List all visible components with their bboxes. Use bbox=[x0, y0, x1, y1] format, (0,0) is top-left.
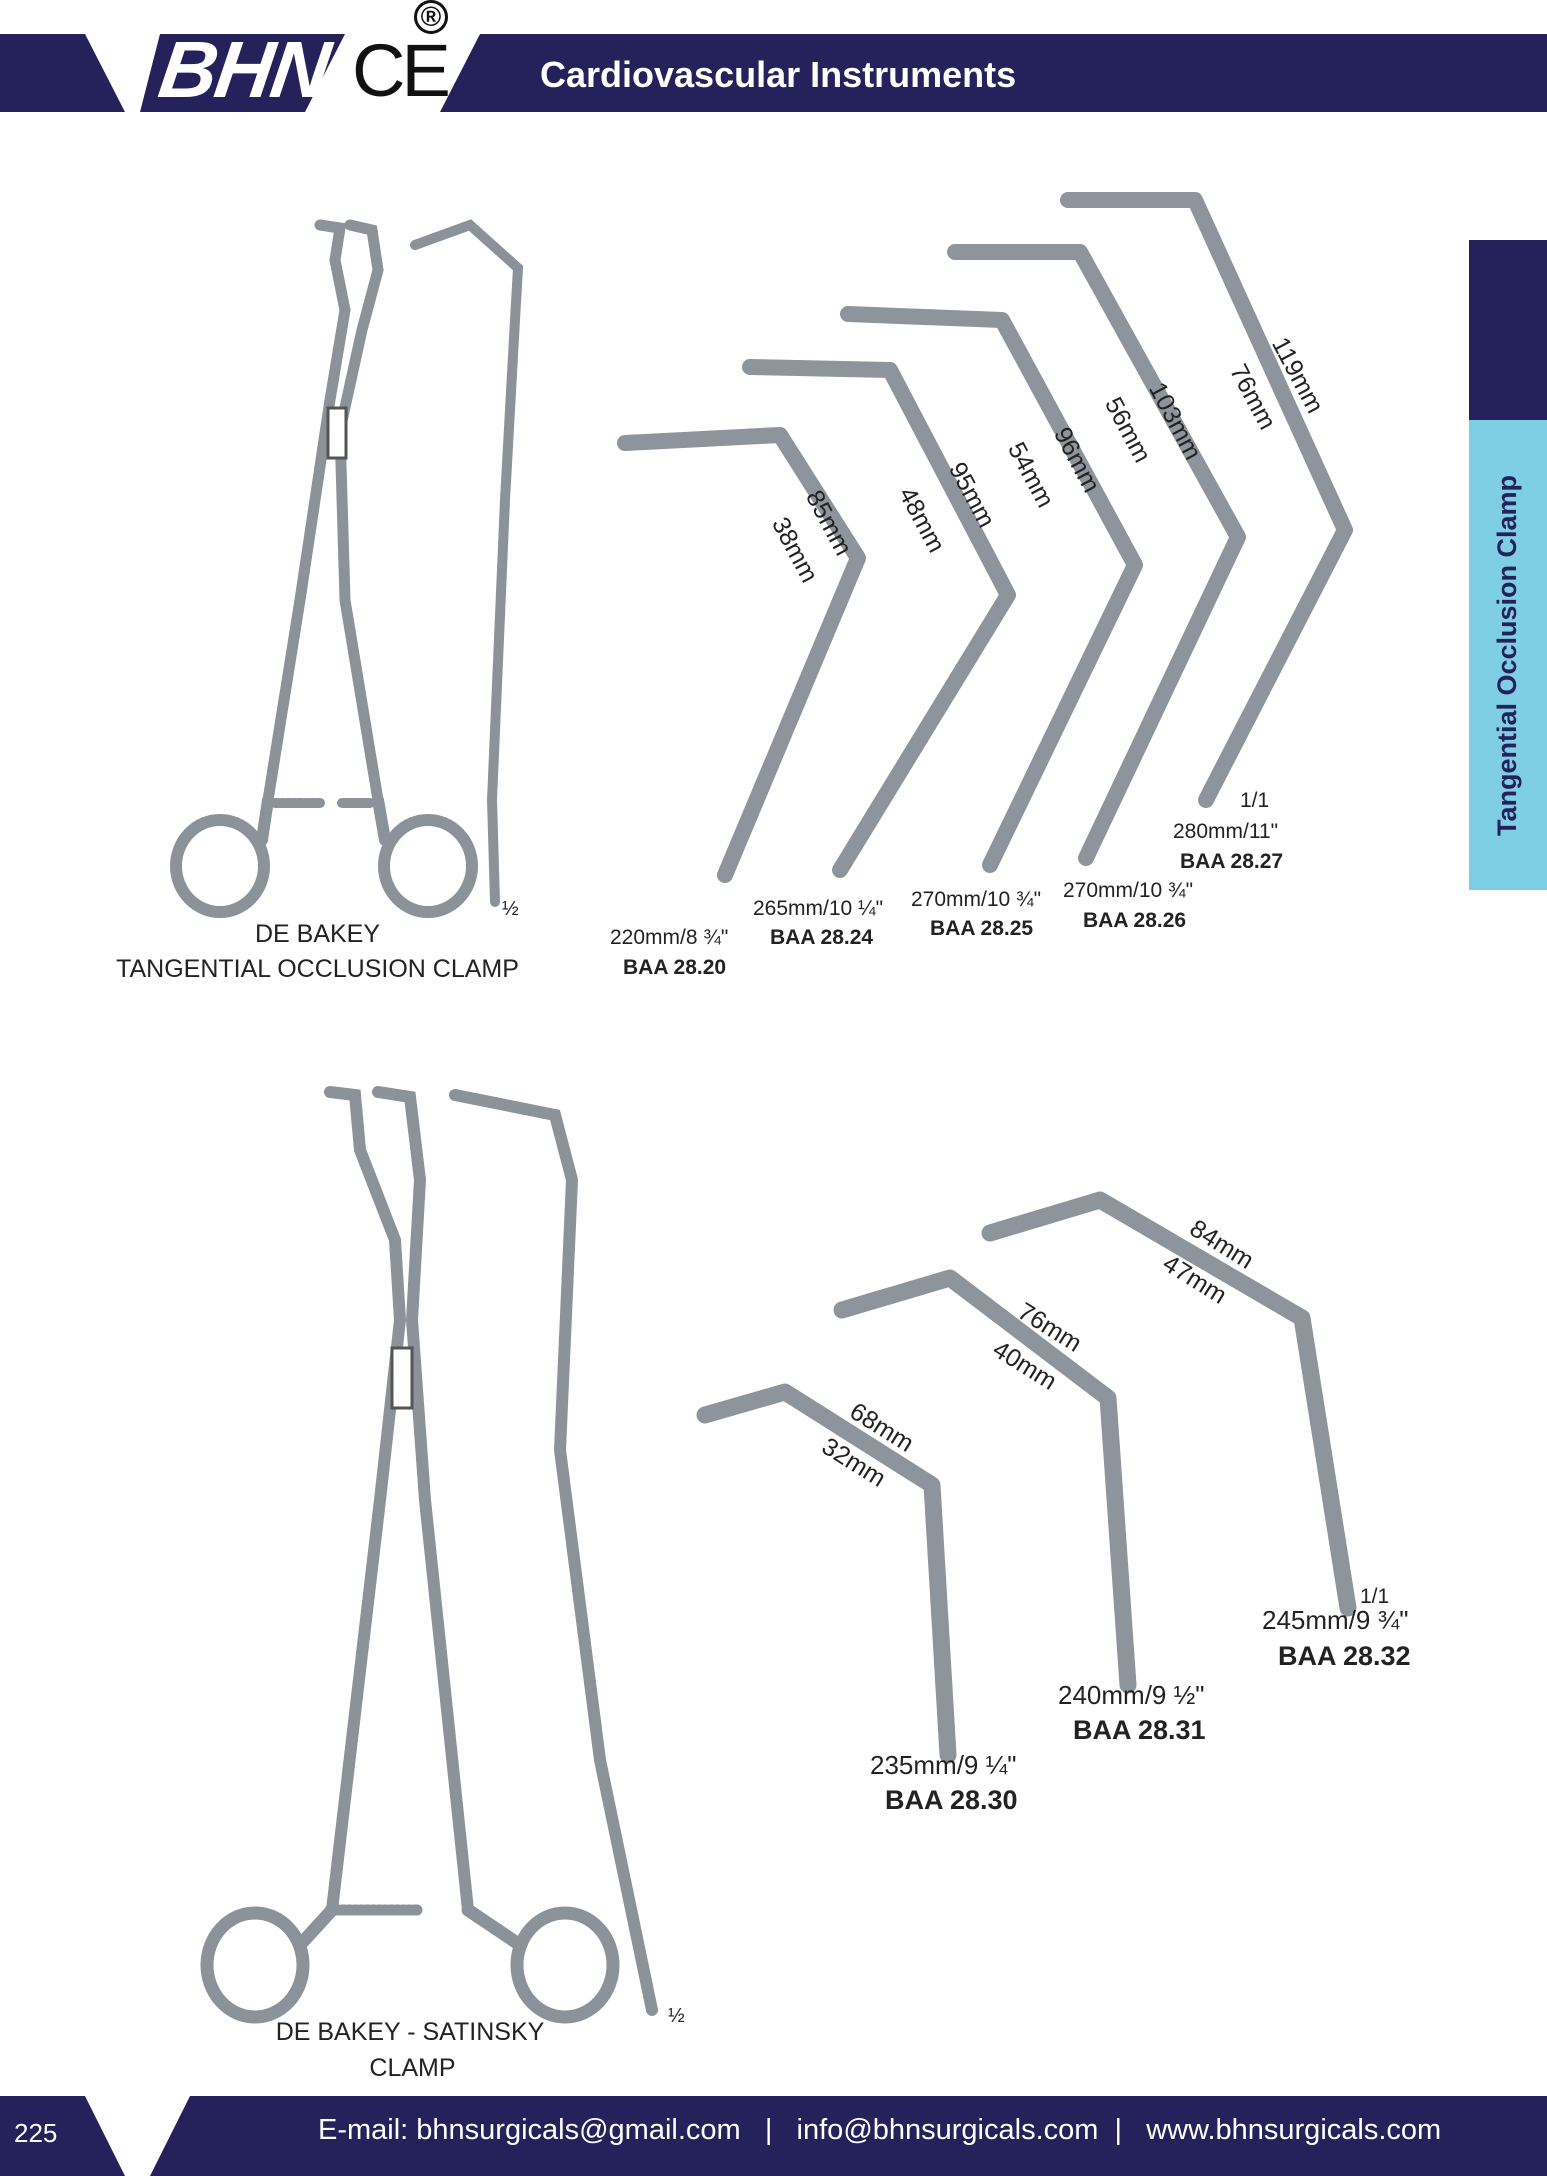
debakey-side-profile bbox=[410, 219, 524, 907]
footer-contact: E-mail: bhnsurgicals@gmail.com | info@bh… bbox=[318, 2114, 1442, 2146]
item-size: 270mm/10 ¾" bbox=[911, 888, 1042, 911]
item-code: BAA 28.20 bbox=[623, 956, 727, 979]
item-code: BAA 28.26 bbox=[1083, 909, 1187, 932]
footer-bar bbox=[0, 2096, 1547, 2176]
section1-caption-line1: DE BAKEY bbox=[254, 920, 381, 948]
section1-caption-line2: TANGENTIAL OCCLUSION CLAMP bbox=[116, 955, 519, 983]
item-size: 220mm/8 ¾" bbox=[610, 926, 729, 949]
item-code: BAA 28.24 bbox=[770, 926, 874, 949]
satinsky-side-profile bbox=[449, 1089, 658, 2016]
registered-mark: ® bbox=[414, 0, 448, 34]
item-code: BAA 28.27 bbox=[1180, 850, 1284, 873]
jaw-tips-section2 bbox=[696, 1191, 1357, 1764]
item-size: 235mm/9 ¼" bbox=[870, 1750, 1017, 1780]
satinsky-clamp-illustration bbox=[200, 1086, 620, 2024]
item-code: BAA 28.31 bbox=[1073, 1715, 1206, 1745]
item-scale: 1/1 bbox=[1360, 1585, 1390, 1608]
item-size: 240mm/9 ½" bbox=[1058, 1680, 1205, 1710]
item-size: 245mm/9 ¾" bbox=[1262, 1605, 1409, 1635]
item-code: BAA 28.30 bbox=[885, 1785, 1018, 1815]
page-title: Cardiovascular Instruments bbox=[540, 54, 1017, 95]
item-size: 270mm/10 ¾" bbox=[1063, 879, 1194, 902]
side-tab-dark bbox=[1469, 240, 1547, 420]
ce-mark: CE bbox=[352, 29, 451, 112]
item-code: BAA 28.32 bbox=[1278, 1641, 1411, 1671]
item-code: BAA 28.25 bbox=[930, 917, 1034, 940]
section2-caption-line2: CLAMP bbox=[369, 2054, 456, 2082]
section2-scale-label: ½ bbox=[668, 2005, 685, 2027]
item-scale: 1/1 bbox=[1240, 789, 1270, 812]
item-size: 280mm/11" bbox=[1173, 820, 1279, 843]
debakey-clamp-illustration bbox=[170, 219, 478, 918]
jaw-tips-section1 bbox=[617, 192, 1353, 883]
section1-scale-label: ½ bbox=[502, 898, 519, 920]
page-number: 225 bbox=[14, 2118, 58, 2148]
item-size: 265mm/10 ¼" bbox=[753, 897, 884, 920]
side-tab-light bbox=[1469, 420, 1547, 890]
header-bar bbox=[0, 34, 1547, 112]
section2-caption-line1: DE BAKEY - SATINSKY bbox=[275, 2018, 545, 2046]
